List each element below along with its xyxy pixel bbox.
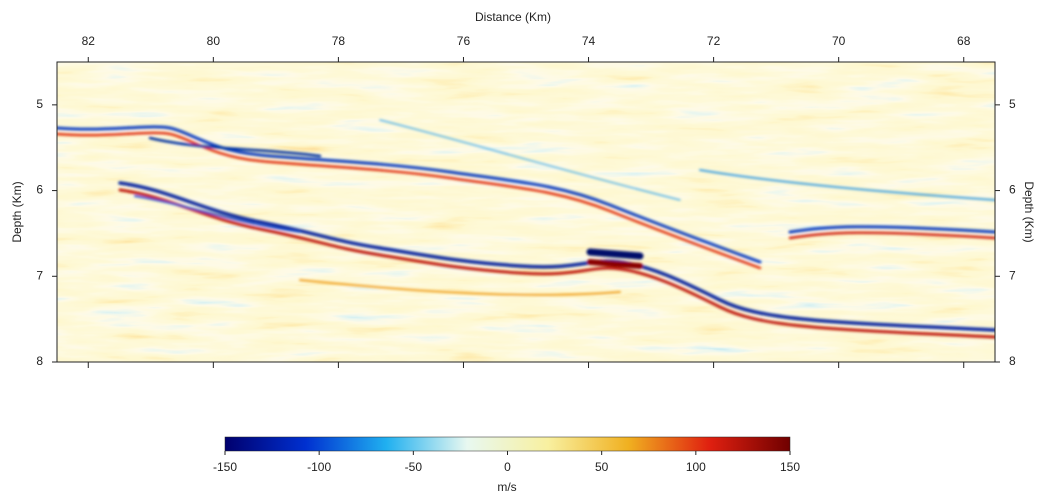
reflector xyxy=(118,188,995,339)
y-tick-label: 6 xyxy=(36,183,43,197)
reflector xyxy=(586,248,644,260)
colorbar-tick-label: 100 xyxy=(686,460,706,474)
colorbar-tick-label: -150 xyxy=(213,460,237,474)
x-tick-label: 76 xyxy=(457,34,471,48)
colorbar-tick-label: -100 xyxy=(307,460,331,474)
reflector xyxy=(699,169,995,201)
x-tick-label: 68 xyxy=(957,34,971,48)
y-axis-label-right: Depth (Km) xyxy=(1022,181,1036,242)
seismic-image xyxy=(57,62,995,362)
y-tick-label: 8 xyxy=(36,354,43,368)
y-tick-label-right: 7 xyxy=(1009,268,1016,282)
x-axis-label: Distance (Km) xyxy=(475,10,551,24)
x-tick-label: 82 xyxy=(82,34,96,48)
image-texture xyxy=(57,62,995,362)
y-tick-label-right: 5 xyxy=(1009,97,1016,111)
colorbar-label: m/s xyxy=(497,480,516,494)
y-axis-label: Depth (Km) xyxy=(10,181,24,242)
reflector xyxy=(57,131,762,270)
reflector xyxy=(134,195,301,233)
reflector xyxy=(587,259,643,269)
plot-frame xyxy=(56,61,996,363)
colorbar-tick-label: 150 xyxy=(780,460,800,474)
reflector xyxy=(148,136,322,158)
y-tick-label: 7 xyxy=(36,268,43,282)
reflector xyxy=(299,279,621,296)
reflector xyxy=(57,125,762,264)
reflector xyxy=(379,119,681,201)
y-tick-label: 5 xyxy=(36,97,43,111)
x-tick-label: 80 xyxy=(207,34,221,48)
x-tick-label: 78 xyxy=(332,34,346,48)
y-tick-label-right: 8 xyxy=(1009,354,1016,368)
colorbar-tick-label: 50 xyxy=(595,460,609,474)
x-tick-label: 72 xyxy=(707,34,721,48)
colorbar-tick-label: 0 xyxy=(504,460,511,474)
colorbar xyxy=(224,436,791,452)
reflectors xyxy=(57,119,995,339)
reflector xyxy=(118,181,995,332)
reflector xyxy=(788,231,995,240)
y-tick-label-right: 6 xyxy=(1009,183,1016,197)
x-tick-label: 74 xyxy=(582,34,596,48)
reflector xyxy=(788,225,995,234)
colorbar-tick-label: -50 xyxy=(405,460,423,474)
x-tick-label: 70 xyxy=(832,34,846,48)
